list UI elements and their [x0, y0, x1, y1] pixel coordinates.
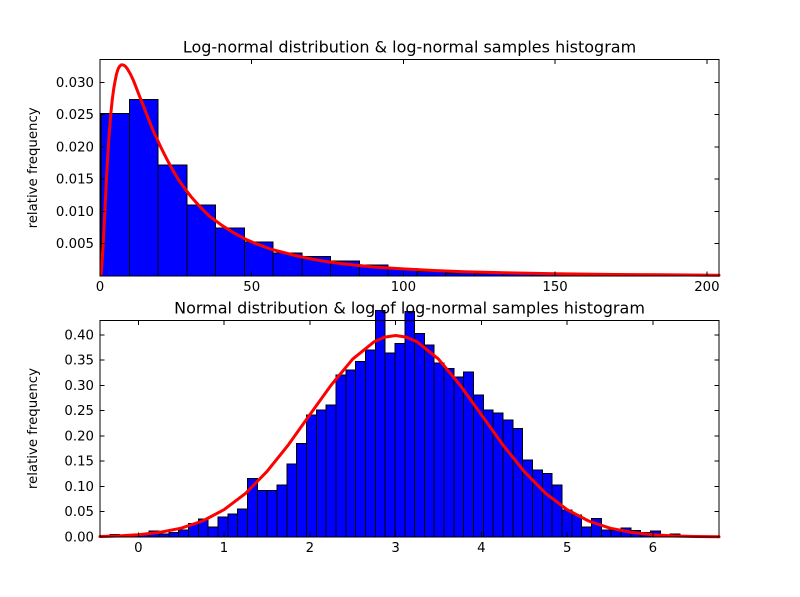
histogram-bar	[502, 419, 514, 538]
histogram-bar	[178, 529, 189, 538]
histogram-bar	[433, 362, 445, 538]
y-tick-label: 0.005	[56, 237, 94, 252]
x-tick-label: 100	[391, 280, 416, 295]
x-tick-label: 3	[391, 541, 399, 556]
bottom-plot: 0 1 2 3 4 5 6 0.00 0.05 0.10 0.15 0.20 0.25 0.30 0.35 0…	[26, 298, 721, 556]
y-tick-label: 0.20	[64, 430, 94, 445]
y-tick-label: 0.00	[64, 531, 94, 546]
x-tick-label: 0	[134, 541, 142, 556]
histogram-bar	[186, 204, 217, 277]
x-tick-label: 5	[563, 541, 571, 556]
histogram-bar	[227, 513, 239, 538]
histogram-bar	[286, 463, 298, 538]
histogram-bar	[600, 529, 612, 538]
y-tick-label: 0.015	[56, 173, 94, 188]
histogram-bars	[99, 310, 720, 538]
y-tick-label: 0.025	[56, 108, 94, 123]
y-tick-label: 0.030	[56, 76, 94, 91]
y-tick-label: 0.35	[64, 354, 94, 369]
tick-marks	[99, 59, 719, 276]
histogram-bar	[394, 343, 406, 538]
x-tick-label: 150	[542, 280, 567, 295]
histogram-bar	[168, 531, 180, 538]
histogram-bar	[364, 349, 376, 538]
tick-marks	[100, 320, 719, 538]
histogram-bar	[217, 516, 229, 538]
histogram-bar	[355, 361, 366, 538]
histogram-bar	[541, 472, 553, 538]
histogram-bar	[414, 332, 425, 538]
histogram-bar	[512, 427, 524, 538]
normal-pdf-curve	[98, 334, 721, 539]
histogram-bar	[453, 376, 465, 538]
histogram-bar	[305, 414, 317, 538]
histogram-bar	[551, 484, 563, 538]
histogram-bar	[266, 490, 278, 538]
x-tick-label: 200	[694, 280, 719, 295]
histogram-bar	[423, 344, 435, 538]
tick-labels: 0 50 100 150 200 0.005 0.010 0.015 0.020 0.025 0.0…	[56, 76, 720, 295]
y-tick-label: 0.40	[64, 328, 94, 343]
histogram-bar	[404, 311, 416, 538]
x-tick-label: 1	[220, 541, 228, 556]
y-axis-label: relative frequency	[26, 107, 41, 228]
x-tick-label: 4	[477, 541, 485, 556]
histogram-bar	[296, 443, 307, 538]
histogram-bar	[443, 367, 455, 538]
axes-frame	[99, 59, 720, 277]
axes-frame	[99, 319, 720, 538]
histogram-bar	[256, 490, 268, 538]
histogram-bar	[374, 310, 386, 538]
y-tick-label: 0.10	[64, 480, 94, 495]
histogram-bar	[325, 404, 337, 538]
top-plot: 0 50 100 150 200 0.005 0.010 0.015 0.020 0.025 0.0…	[26, 38, 721, 295]
x-tick-label: 50	[243, 280, 260, 295]
y-axis-label: relative frequency	[26, 368, 41, 489]
histogram-bar	[237, 508, 248, 538]
histogram-bar	[276, 484, 288, 538]
plot-title: Normal distribution & log of log-normal …	[174, 298, 645, 317]
plot-title: Log-normal distribution & log-normal sam…	[183, 38, 636, 57]
y-tick-label: 0.020	[56, 140, 94, 155]
histogram-bar	[345, 369, 357, 538]
histogram-bars	[100, 99, 676, 277]
histogram-bar	[335, 374, 347, 538]
histogram-bar	[384, 352, 396, 538]
histogram-bar	[128, 99, 159, 277]
histogram-bar	[581, 526, 593, 538]
histogram-bar	[315, 409, 327, 538]
histogram-bar	[157, 164, 188, 277]
tick-labels: 0 1 2 3 4 5 6 0.00 0.05 0.10 0.15 0.20 0.25 0.30 0.35 0…	[64, 328, 657, 556]
x-tick-label: 2	[306, 541, 314, 556]
y-tick-label: 0.05	[64, 505, 94, 520]
y-tick-label: 0.010	[56, 205, 94, 220]
x-tick-label: 0	[96, 280, 104, 295]
y-tick-label: 0.25	[64, 404, 94, 419]
y-tick-label: 0.15	[64, 455, 94, 470]
y-tick-label: 0.30	[64, 379, 94, 394]
log-normal-pdf-curve	[99, 63, 721, 277]
x-tick-label: 6	[649, 541, 657, 556]
histogram-bar	[207, 526, 219, 538]
